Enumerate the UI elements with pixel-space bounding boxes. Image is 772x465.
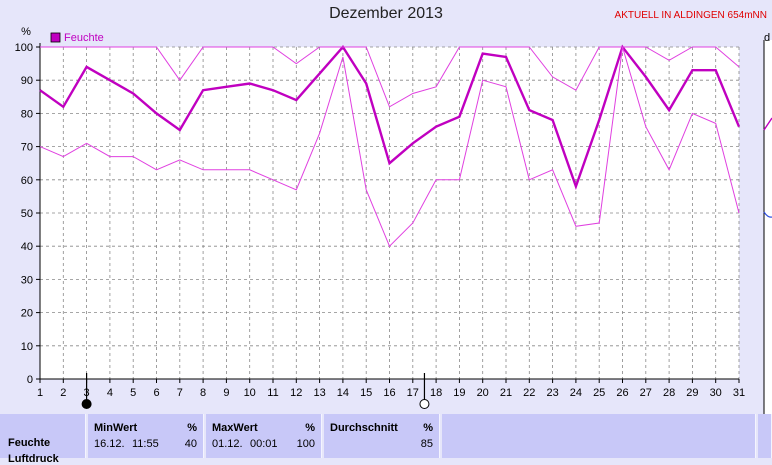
- x-tick-label: 1: [37, 387, 43, 399]
- min-time: 11:55: [132, 438, 159, 450]
- min-value: 40: [184, 438, 197, 450]
- max-unit: %: [305, 422, 315, 434]
- x-tick-label: 26: [616, 387, 628, 399]
- x-tick-label: 11: [267, 387, 278, 399]
- right-panel-line: [763, 117, 772, 131]
- right-panel: [764, 40, 772, 414]
- x-tick-label: 22: [523, 387, 535, 399]
- x-tick-label: 15: [360, 387, 372, 399]
- max-date: 01.12.: [212, 438, 243, 450]
- x-tick-label: 6: [153, 387, 159, 399]
- x-tick-label: 8: [200, 387, 206, 399]
- y-tick-label: 20: [21, 308, 33, 320]
- min-header: MinWert: [94, 422, 138, 434]
- x-tick-label: 19: [453, 387, 465, 399]
- right-panel-curve: [763, 211, 772, 218]
- max-time: 00:01: [250, 438, 278, 450]
- max-header: MaxWert: [212, 422, 258, 434]
- x-tick-label: 24: [570, 387, 582, 399]
- x-tick-label: 9: [223, 387, 229, 399]
- moon-phase-new: [81, 399, 92, 409]
- empty-cell: [442, 414, 756, 458]
- moon-phase-full: [419, 399, 430, 409]
- humidity-chart: 0102030405060708090100%12345678910111213…: [15, 26, 772, 414]
- x-tick-label: 29: [686, 387, 698, 399]
- label-cell: Feuchte Luftdruck: [0, 414, 86, 465]
- row-label-next: Luftdruck: [8, 453, 59, 465]
- x-tick-label: 17: [407, 387, 419, 399]
- y-tick-label: 30: [21, 274, 33, 286]
- y-tick-label: 10: [21, 341, 33, 353]
- max-cell: MaxWert % 01.12. 00:01 100: [206, 414, 322, 458]
- max-value: 100: [296, 438, 315, 450]
- avg-value: 85: [420, 438, 433, 450]
- series-line-min: [39, 46, 740, 248]
- x-tick-label: 5: [130, 387, 136, 399]
- x-tick-label: 31: [733, 387, 745, 399]
- x-tick-label: 30: [710, 387, 722, 399]
- y-tick-label: 100: [15, 42, 33, 54]
- chart-title: Dezember 2013: [329, 5, 443, 22]
- y-axis-label: %: [21, 26, 31, 38]
- y-tick-label: 50: [21, 208, 33, 220]
- right-panel-label: d: [764, 32, 770, 44]
- avg-unit: %: [423, 422, 433, 434]
- stats-table: Feuchte Luftdruck MinWert % 16.12. 11:55…: [0, 414, 772, 465]
- x-tick-label: 13: [313, 387, 325, 399]
- x-tick-label: 25: [593, 387, 605, 399]
- x-tick-label: 16: [383, 387, 395, 399]
- x-tick-label: 10: [244, 387, 256, 399]
- x-tick-label: 7: [177, 387, 183, 399]
- y-tick-label: 0: [27, 374, 33, 386]
- min-unit: %: [187, 422, 197, 434]
- y-tick-label: 70: [21, 142, 33, 154]
- x-tick-label: 2: [60, 387, 66, 399]
- x-tick-label: 12: [290, 387, 302, 399]
- avg-cell: Durchschnitt % 85: [324, 414, 440, 458]
- legend-swatch: [50, 32, 61, 43]
- min-date: 16.12.: [94, 438, 125, 450]
- x-tick-label: 20: [477, 387, 489, 399]
- y-tick-label: 60: [21, 175, 33, 187]
- x-tick-label: 18: [430, 387, 442, 399]
- x-tick-label: 23: [546, 387, 558, 399]
- x-tick-label: 14: [337, 387, 349, 399]
- avg-header: Durchschnitt: [330, 422, 398, 434]
- legend-label: Feuchte: [64, 32, 104, 44]
- x-tick-label: 28: [663, 387, 675, 399]
- min-cell: MinWert % 16.12. 11:55 40: [88, 414, 204, 458]
- y-tick-label: 90: [21, 75, 33, 87]
- row-label-feuchte: Feuchte: [8, 437, 51, 449]
- y-tick-label: 40: [21, 241, 33, 253]
- station-label: AKTUELL IN ALDINGEN 654mNN: [614, 10, 767, 21]
- x-tick-label: 4: [107, 387, 113, 399]
- x-tick-label: 21: [500, 387, 512, 399]
- x-tick-label: 27: [640, 387, 652, 399]
- y-tick-label: 80: [21, 108, 33, 120]
- empty-cell-right: [758, 414, 772, 458]
